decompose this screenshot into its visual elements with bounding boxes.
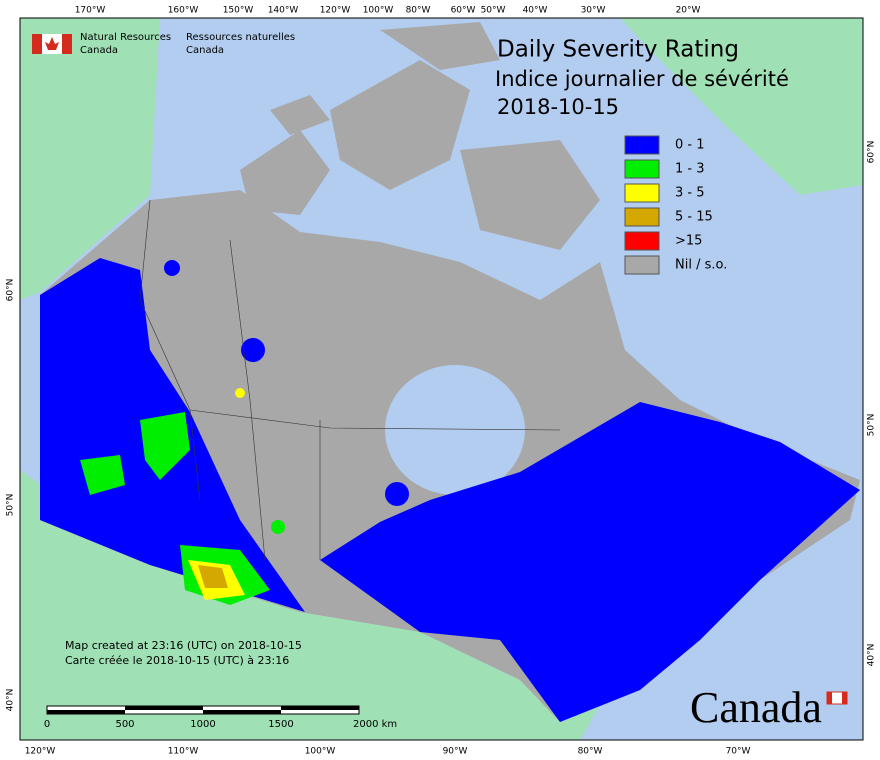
rating-5-15 (198, 565, 228, 588)
longitude-label: 150°W (223, 6, 254, 16)
spot (241, 338, 265, 362)
spot (164, 260, 180, 276)
scale-label: 1000 (190, 719, 215, 730)
scale-segment (203, 710, 281, 714)
island (380, 22, 500, 70)
latitude-label: 50°N (6, 494, 16, 517)
scale-segment (47, 710, 125, 714)
island (240, 130, 330, 215)
scale-bar (46, 705, 360, 715)
agency-fr: Ressources naturelles (186, 32, 295, 43)
longitude-label: 40°W (523, 6, 548, 16)
legend-label: 1 - 3 (675, 162, 705, 177)
longitude-label: 140°W (268, 6, 299, 16)
hudson-bay (385, 365, 525, 495)
legend-label: 3 - 5 (675, 186, 705, 201)
longitude-label: 170°W (75, 6, 106, 16)
scale-label: 1500 (268, 719, 293, 730)
legend-swatch (624, 159, 660, 179)
longitude-label: 120°W (320, 6, 351, 16)
note: Map created at 23:16 (UTC) on 2018-10-15 (65, 639, 302, 652)
longitude-label: 20°W (676, 6, 701, 16)
latitude-label: 40°N (867, 644, 877, 667)
alaska (20, 18, 160, 300)
flag-bar (62, 34, 72, 54)
agency-fr: Canada (186, 45, 224, 56)
latitude-label: 40°N (6, 689, 16, 712)
scale-segment (125, 706, 203, 710)
longitude-label: 100°W (363, 6, 394, 16)
legend-swatch (624, 135, 660, 155)
patch (140, 412, 190, 480)
legend-swatch (624, 231, 660, 251)
east-area (320, 402, 860, 722)
longitude-label: 30°W (581, 6, 606, 16)
flag-bar (32, 34, 42, 54)
title: Indice journalier de sévérité (495, 67, 789, 91)
frame (19, 17, 864, 741)
longitude-label: 60°W (451, 6, 476, 16)
patch (80, 455, 125, 495)
borders (139, 199, 561, 561)
legend-swatch (624, 207, 660, 227)
longitude-label: 80°W (578, 747, 603, 757)
usa (20, 470, 600, 740)
border (229, 239, 266, 561)
border (139, 199, 201, 501)
baffin (460, 140, 600, 250)
latitude-label: 50°N (867, 414, 877, 437)
legend-swatch (624, 255, 660, 275)
spot (235, 388, 245, 398)
foreign-land (20, 18, 863, 740)
agency-logo: Natural Resources Canada Ressources natu… (32, 32, 295, 56)
legend-label: Nil / s.o. (675, 258, 727, 273)
scale-label: 2000 km (353, 719, 397, 730)
border (189, 409, 561, 431)
longitude-label: 160°W (168, 6, 199, 16)
wordmark: Canada (690, 683, 822, 732)
legend-label: 5 - 15 (675, 210, 713, 225)
scale-label: 0 (44, 719, 50, 730)
scale-segment (281, 706, 359, 710)
spot (385, 482, 409, 506)
note: Carte créée le 2018-10-15 (UTC) à 23:16 (65, 654, 289, 667)
island (330, 60, 470, 190)
wordmark-flag-bar (827, 692, 832, 704)
legend-swatch (624, 183, 660, 203)
longitude-label: 50°W (481, 6, 506, 16)
greenland (620, 18, 863, 195)
wordmark-flag-bar (842, 692, 847, 704)
title: 2018-10-15 (497, 95, 619, 119)
latitude-label: 60°N (867, 141, 877, 164)
longitude-label: 70°W (726, 747, 751, 757)
longitude-label: 110°W (168, 747, 199, 757)
legend-label: 0 - 1 (675, 138, 705, 153)
latitude-label: 60°N (6, 279, 16, 302)
spot (271, 520, 285, 534)
legend-label: >15 (675, 234, 702, 249)
longitude-label: 120°W (25, 747, 56, 757)
longitude-label: 80°W (406, 6, 431, 16)
agency-en: Canada (80, 45, 118, 56)
agency-en: Natural Resources (80, 32, 171, 43)
scale-label: 500 (115, 719, 134, 730)
maple-leaf (45, 37, 59, 50)
longitude-label: 100°W (305, 747, 336, 757)
longitude-label: 90°W (443, 747, 468, 757)
island (270, 95, 330, 135)
title: Daily Severity Rating (497, 37, 739, 63)
